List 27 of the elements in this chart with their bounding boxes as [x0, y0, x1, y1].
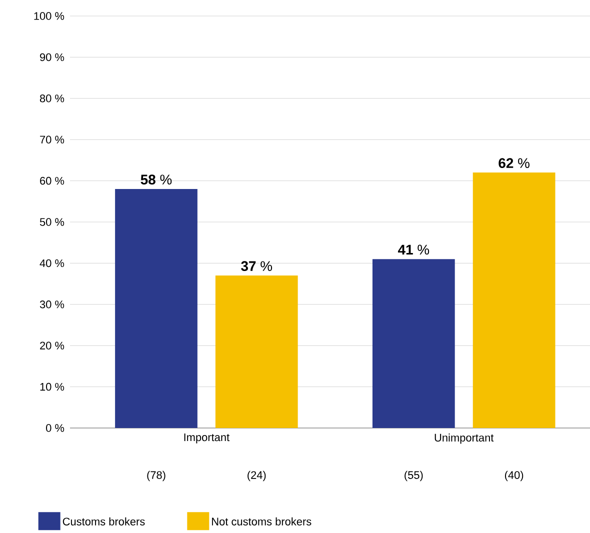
data-label: 58 %: [140, 174, 172, 185]
legend-label: Customs brokers: [62, 517, 145, 526]
y-tick-label: 80 %: [40, 94, 64, 102]
text: (40): [504, 470, 524, 482]
bar: [472, 172, 556, 428]
y-tick-label: 90 %: [40, 53, 64, 62]
y-tick-label: 50 %: [40, 218, 64, 226]
data-label: 62 %: [498, 158, 530, 168]
bar: [215, 276, 298, 428]
text: (55): [404, 470, 423, 482]
text: (24): [248, 470, 266, 482]
y-tick-label: 70 %: [40, 136, 64, 144]
bar: [372, 259, 455, 428]
x-tick-label: Unimportant: [434, 434, 494, 444]
x-tick-label: Important: [184, 434, 230, 444]
text: (78): [147, 470, 166, 482]
legend-label: Not customs brokers: [212, 517, 312, 526]
y-tick-label: 10 %: [40, 382, 64, 391]
y-tick-label: 40 %: [40, 259, 64, 268]
data-label: 37 %: [241, 261, 272, 272]
data-label: 41 %: [398, 244, 430, 255]
y-tick-label: 60 %: [40, 176, 64, 185]
y-tick-label: 100 %: [34, 12, 64, 20]
bar: [115, 189, 198, 428]
y-tick-label: 30 %: [40, 300, 64, 308]
y-tick-label: 20 %: [40, 342, 64, 350]
y-tick-label: 0 %: [46, 424, 64, 432]
